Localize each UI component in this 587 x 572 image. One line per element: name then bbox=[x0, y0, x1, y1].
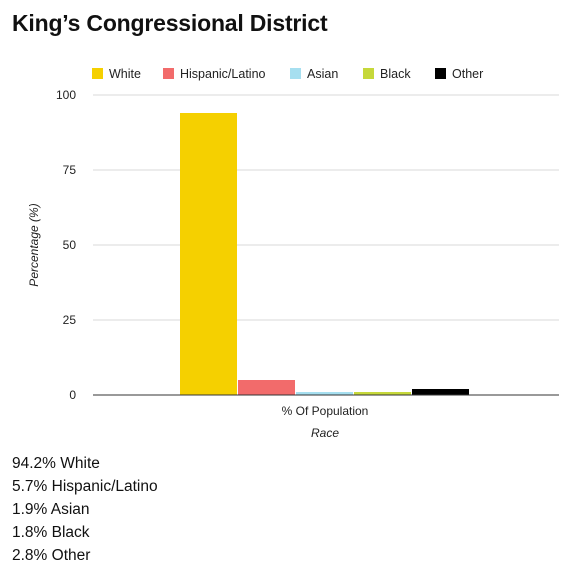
bar-black bbox=[354, 392, 411, 395]
legend-label: White bbox=[109, 67, 141, 81]
y-tick-label: 100 bbox=[56, 88, 76, 102]
legend-label: Hispanic/Latino bbox=[180, 67, 266, 81]
y-tick-label: 50 bbox=[63, 238, 77, 252]
bar-white bbox=[180, 113, 237, 395]
chart-bars bbox=[180, 113, 469, 395]
legend-label: Other bbox=[452, 67, 483, 81]
y-tick-label: 75 bbox=[63, 163, 77, 177]
chart-legend: White Hispanic/Latino Asian Black Other bbox=[92, 67, 483, 81]
bar-asian bbox=[296, 392, 353, 395]
legend-swatch bbox=[363, 68, 374, 79]
bar-other bbox=[412, 389, 469, 395]
x-axis-title: Race bbox=[311, 426, 339, 440]
legend-swatch bbox=[92, 68, 103, 79]
y-axis-title: Percentage (%) bbox=[27, 203, 41, 286]
chart-title: King’s Congressional District bbox=[12, 10, 328, 36]
x-category-label: % Of Population bbox=[282, 404, 369, 418]
legend-item-white: White bbox=[92, 67, 141, 81]
summary-line-asian: 1.9% Asian bbox=[12, 501, 90, 518]
legend-item-asian: Asian bbox=[290, 67, 338, 81]
legend-swatch bbox=[435, 68, 446, 79]
bar-chart: White Hispanic/Latino Asian Black Other 0 25 5… bbox=[27, 67, 559, 440]
legend-swatch bbox=[163, 68, 174, 79]
legend-item-other: Other bbox=[435, 67, 483, 81]
legend-swatch bbox=[290, 68, 301, 79]
chart-gridlines bbox=[93, 94, 559, 321]
bar-hispanic-latino bbox=[238, 380, 295, 395]
summary-line-white: 94.2% White bbox=[12, 455, 100, 472]
summary-line-black: 1.8% Black bbox=[12, 524, 90, 541]
legend-item-hispanic-latino: Hispanic/Latino bbox=[163, 67, 266, 81]
y-tick-label: 0 bbox=[69, 388, 76, 402]
demographics-summary: 94.2% White 5.7% Hispanic/Latino 1.9% As… bbox=[12, 452, 158, 567]
y-axis-ticks: 0 25 50 75 100 bbox=[56, 88, 76, 402]
y-tick-label: 25 bbox=[63, 313, 77, 327]
legend-label: Black bbox=[380, 67, 411, 81]
summary-line-hispanic-latino: 5.7% Hispanic/Latino bbox=[12, 478, 158, 495]
summary-line-other: 2.8% Other bbox=[12, 547, 91, 564]
legend-label: Asian bbox=[307, 67, 338, 81]
legend-item-black: Black bbox=[363, 67, 411, 81]
